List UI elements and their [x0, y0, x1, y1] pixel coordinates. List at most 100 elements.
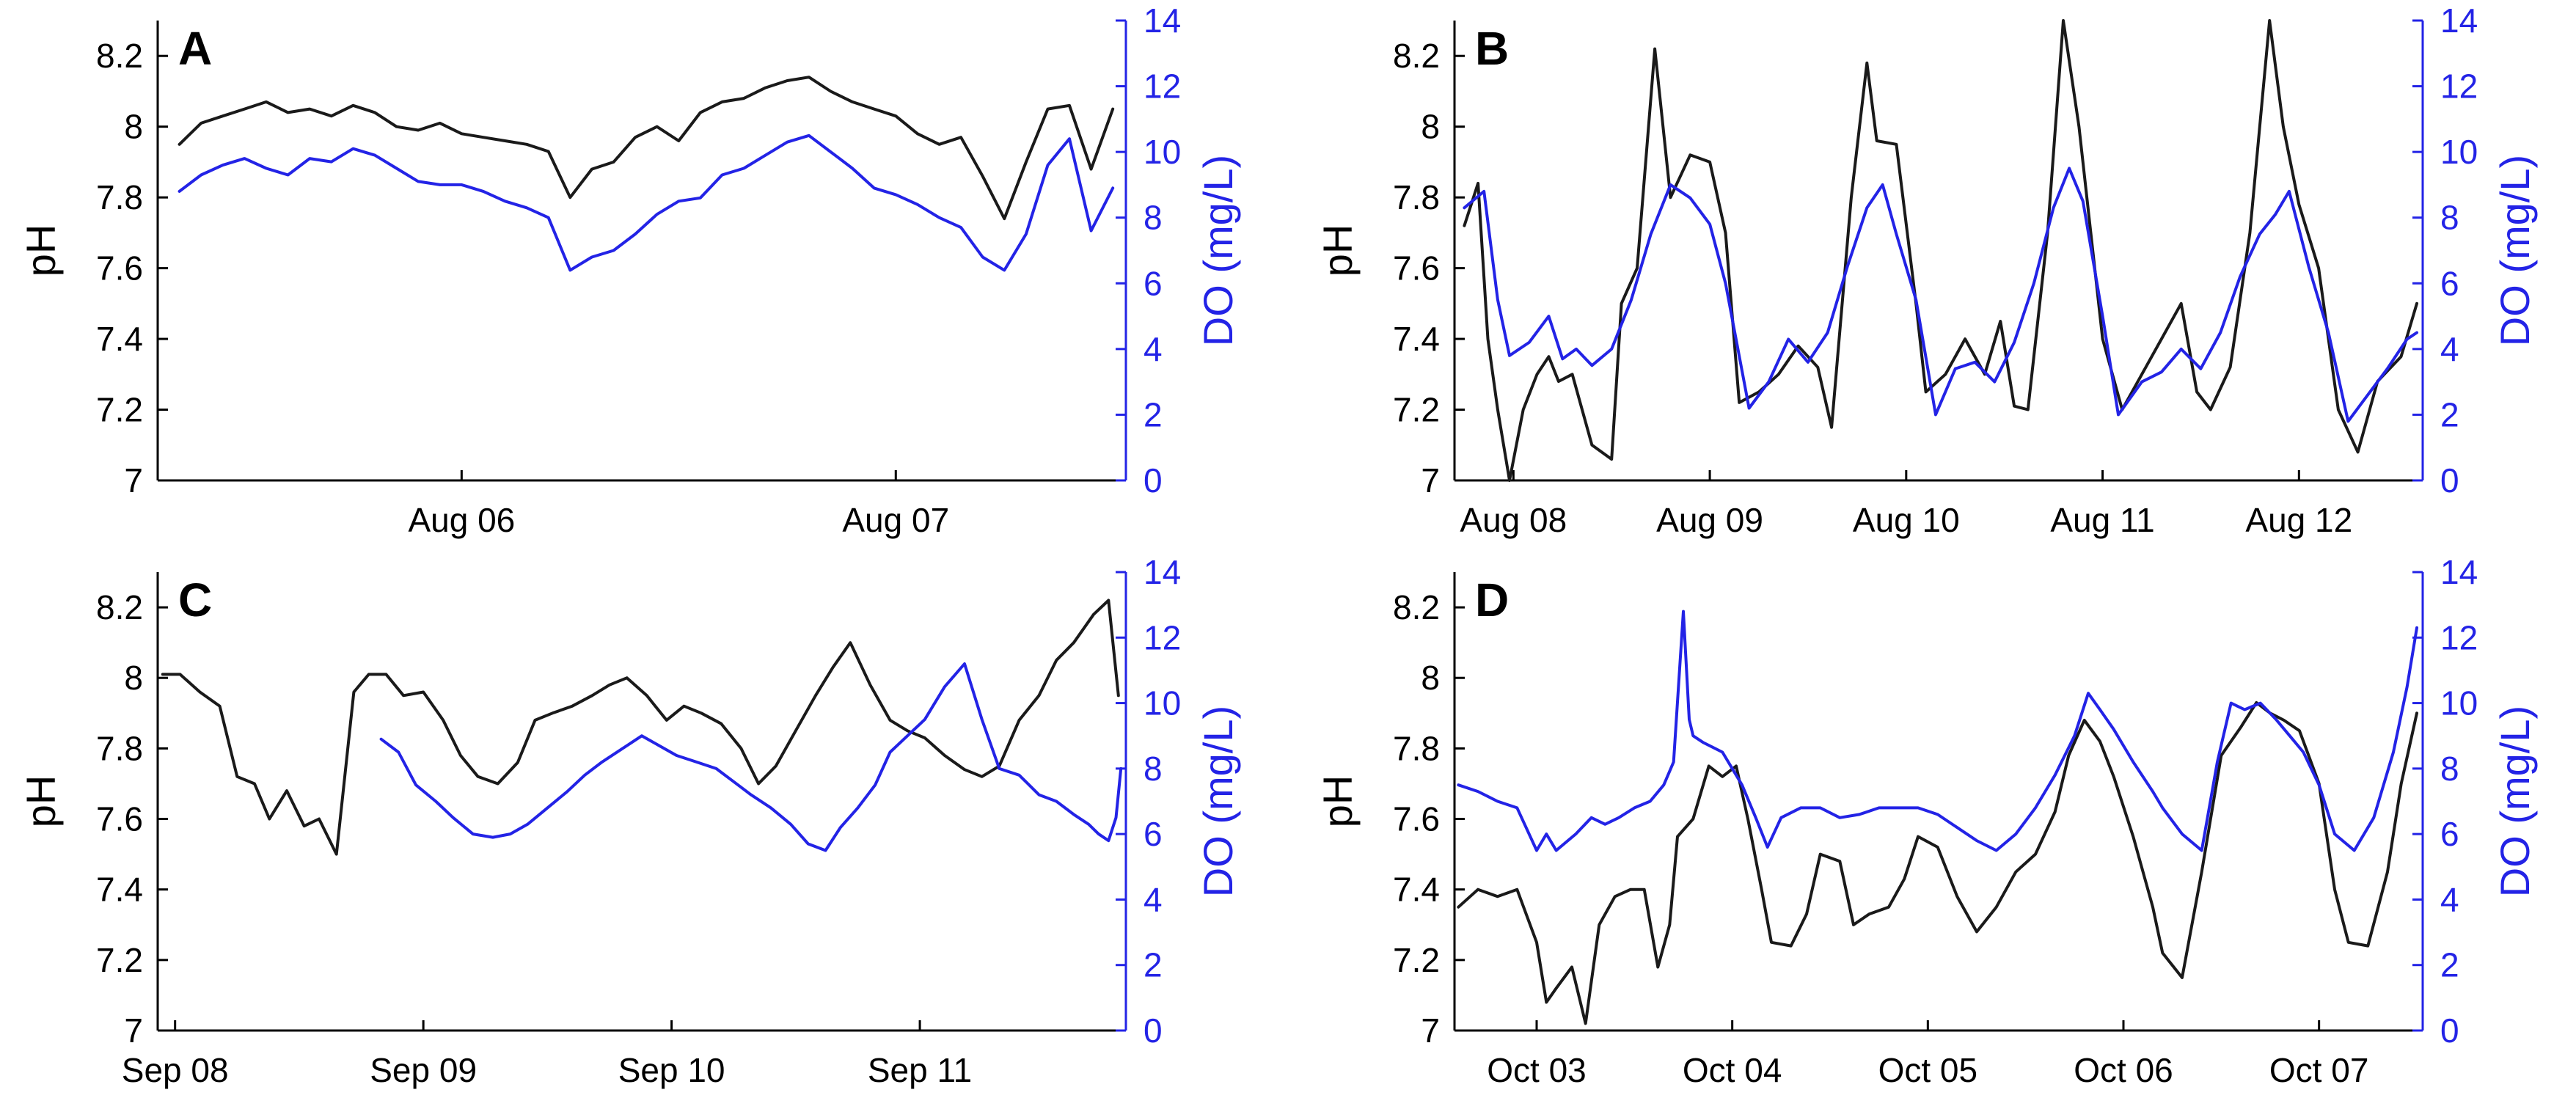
- y-right-tick-label: 12: [2440, 618, 2478, 656]
- y-right-tick-label: 2: [2440, 946, 2459, 984]
- y-left-tick-label: 8.2: [96, 37, 143, 75]
- y-right-axis-title: DO (mg/L): [1195, 155, 1241, 346]
- y-right-tick-label: 4: [1144, 880, 1163, 918]
- y-right-tick-label: 10: [1144, 133, 1181, 171]
- x-tick-label: Aug 11: [2050, 501, 2154, 539]
- y-left-axis-title: pH: [1314, 224, 1361, 277]
- y-right-tick-label: 0: [2440, 461, 2459, 499]
- y-left-tick-label: 7.2: [96, 941, 143, 979]
- y-right-tick-label: 8: [1144, 750, 1163, 788]
- y-left-tick-label: 7.4: [1393, 871, 1440, 909]
- series-line-ph: [1457, 700, 2418, 1025]
- y-right-tick-label: 14: [1144, 553, 1181, 591]
- panel-b: 7 7.2 7.4 7.6 7.8 8 8.2 0 2 4 6 8 10 12 14 Aug 08 Aug 09…: [1314, 1, 2538, 539]
- x-tick-label: Aug 07: [842, 501, 949, 539]
- y-left-axis-title: pH: [1314, 775, 1361, 828]
- series-line-do: [1457, 610, 2418, 852]
- y-left-tick-label: 8.2: [1393, 37, 1440, 75]
- y-right-tick-label: 2: [1144, 946, 1163, 984]
- x-tick-label: Oct 05: [1878, 1051, 1978, 1089]
- x-tick-label: Oct 07: [2269, 1051, 2369, 1089]
- panel-letter: D: [1475, 574, 1509, 626]
- y-right-tick-label: 6: [2440, 264, 2459, 302]
- y-right-tick-label: 6: [2440, 815, 2459, 853]
- y-right-tick-label: 12: [1144, 67, 1181, 106]
- y-right-tick-label: 0: [1144, 461, 1163, 499]
- y-left-tick-label: 7.2: [1393, 391, 1440, 429]
- y-left-tick-label: 7: [1421, 1011, 1440, 1050]
- y-right-tick-label: 10: [1144, 684, 1181, 722]
- x-tick-label: Sep 08: [122, 1051, 229, 1089]
- y-right-axis-title: DO (mg/L): [2492, 155, 2538, 346]
- x-tick-label: Aug 10: [1853, 501, 1960, 539]
- y-left-tick-label: 8: [124, 659, 143, 697]
- series-line-ph: [1463, 19, 2418, 482]
- y-right-tick-label: 10: [2440, 684, 2478, 722]
- panel-letter: A: [178, 22, 212, 75]
- y-left-tick-label: 7.2: [96, 391, 143, 429]
- x-tick-label: Aug 08: [1460, 501, 1567, 539]
- y-right-tick-label: 6: [1144, 264, 1163, 302]
- y-left-tick-label: 7.8: [96, 178, 143, 216]
- y-right-tick-label: 14: [2440, 553, 2478, 591]
- y-left-tick-label: 7: [1421, 461, 1440, 499]
- y-left-tick-label: 7.4: [96, 320, 143, 358]
- y-right-tick-label: 14: [2440, 1, 2478, 40]
- panel-c: 7 7.2 7.4 7.6 7.8 8 8.2 0 2 4 6 8 10 12 14 Sep 08 Sep 09…: [18, 553, 1241, 1089]
- y-left-tick-label: 7: [124, 461, 143, 499]
- panel-d: 7 7.2 7.4 7.6 7.8 8 8.2 0 2 4 6 8 10 12 14 Oct 03 Oct 04…: [1314, 553, 2538, 1089]
- y-left-tick-label: 7.4: [1393, 320, 1440, 358]
- y-left-tick-label: 8: [124, 108, 143, 146]
- y-right-tick-label: 6: [1144, 815, 1163, 853]
- y-left-tick-label: 7.6: [96, 249, 143, 288]
- y-left-tick-label: 7.8: [96, 729, 143, 767]
- y-right-tick-label: 10: [2440, 133, 2478, 171]
- y-right-axis-title: DO (mg/L): [1195, 706, 1241, 897]
- x-tick-label: Aug 09: [1656, 501, 1763, 539]
- y-left-tick-label: 7.4: [96, 871, 143, 909]
- y-right-tick-label: 4: [2440, 330, 2459, 368]
- x-tick-label: Aug 06: [408, 501, 515, 539]
- y-right-tick-label: 12: [1144, 618, 1181, 656]
- series-line-do: [1463, 166, 2418, 423]
- x-tick-label: Oct 06: [2074, 1051, 2173, 1089]
- x-tick-label: Aug 12: [2245, 501, 2352, 539]
- y-right-tick-label: 2: [1144, 395, 1163, 433]
- x-tick-label: Sep 11: [868, 1051, 972, 1089]
- y-right-tick-label: 8: [2440, 750, 2459, 788]
- y-left-tick-label: 7.2: [1393, 941, 1440, 979]
- y-left-tick-label: 8: [1421, 659, 1440, 697]
- y-left-axis-title: pH: [18, 775, 64, 828]
- y-left-tick-label: 8: [1421, 108, 1440, 146]
- y-right-tick-label: 4: [2440, 880, 2459, 918]
- y-right-tick-label: 14: [1144, 1, 1181, 40]
- y-left-tick-label: 8.2: [96, 588, 143, 626]
- panel-letter: B: [1475, 22, 1509, 75]
- y-left-tick-label: 7.6: [1393, 249, 1440, 288]
- y-left-tick-label: 7.8: [1393, 729, 1440, 767]
- x-tick-label: Sep 09: [370, 1051, 477, 1089]
- y-left-tick-label: 7.8: [1393, 178, 1440, 216]
- y-right-tick-label: 4: [1144, 330, 1163, 368]
- x-tick-label: Oct 04: [1683, 1051, 1782, 1089]
- series-line-do: [379, 662, 1123, 852]
- y-right-axis-title: DO (mg/L): [2492, 706, 2538, 897]
- y-left-tick-label: 7.6: [1393, 800, 1440, 838]
- y-left-tick-label: 7.6: [96, 800, 143, 838]
- series-line-ph: [178, 76, 1115, 221]
- y-right-tick-label: 8: [2440, 199, 2459, 237]
- y-right-tick-label: 0: [2440, 1011, 2459, 1050]
- y-right-tick-label: 8: [1144, 199, 1163, 237]
- y-right-tick-label: 2: [2440, 395, 2459, 433]
- series-line-do: [178, 133, 1115, 272]
- series-line-ph: [161, 599, 1120, 856]
- panel-letter: C: [178, 574, 212, 626]
- y-left-tick-label: 7: [124, 1011, 143, 1050]
- panel-a: 7 7.2 7.4 7.6 7.8 8 8.2 0 2 4 6 8 10 12 14 Aug 06 Aug 07…: [18, 1, 1241, 539]
- y-left-axis-title: pH: [18, 224, 64, 277]
- y-right-tick-label: 12: [2440, 67, 2478, 106]
- x-tick-label: Sep 10: [618, 1051, 725, 1089]
- x-tick-label: Oct 03: [1487, 1051, 1587, 1089]
- y-right-tick-label: 0: [1144, 1011, 1163, 1050]
